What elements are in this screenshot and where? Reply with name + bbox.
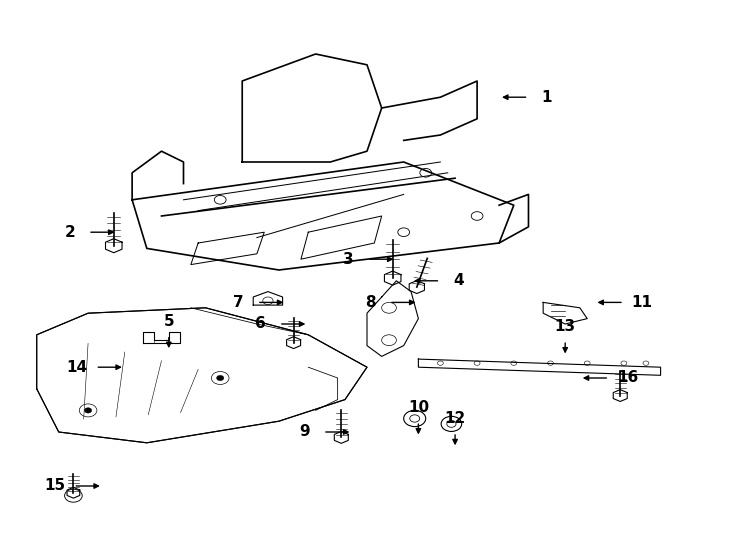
Text: 2: 2 [65,225,75,240]
Text: 11: 11 [632,295,653,310]
Text: 6: 6 [255,316,266,332]
Text: 16: 16 [617,370,638,386]
Text: 4: 4 [454,273,464,288]
Text: 10: 10 [408,400,429,415]
Text: 15: 15 [45,478,65,494]
Circle shape [217,375,224,381]
Text: 5: 5 [164,314,174,329]
Text: 9: 9 [299,424,310,440]
Text: 7: 7 [233,295,244,310]
Text: 13: 13 [555,319,575,334]
Polygon shape [37,308,367,443]
Text: 3: 3 [344,252,354,267]
Circle shape [84,408,92,413]
Text: 8: 8 [366,295,376,310]
Text: 12: 12 [445,411,465,426]
Text: 14: 14 [67,360,87,375]
Text: 1: 1 [542,90,552,105]
